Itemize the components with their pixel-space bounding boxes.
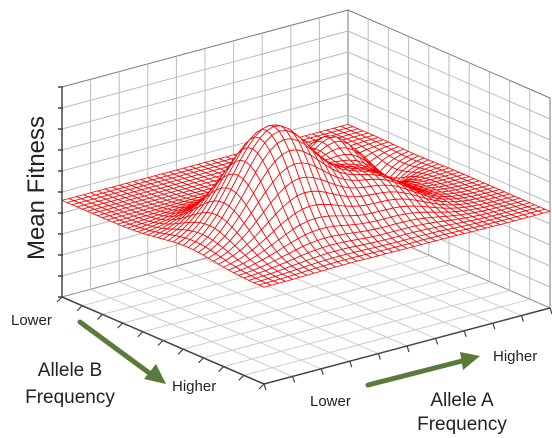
allele-a-title-line1: Allele A bbox=[430, 390, 494, 411]
floor-gridline bbox=[142, 255, 429, 333]
allele-b-axis-tick bbox=[56, 296, 63, 303]
right-wall-gridline bbox=[347, 30, 551, 120]
z-axis-title: Mean Fitness bbox=[23, 116, 50, 260]
left-wall-gridline bbox=[61, 30, 349, 109]
allele-a-axis-tick bbox=[349, 361, 353, 368]
right-wall-gridline bbox=[347, 72, 551, 162]
allele-a-axis-tick bbox=[292, 376, 296, 383]
allele-a-axis-tick bbox=[435, 338, 439, 345]
allele-a-axis-tick bbox=[320, 368, 324, 375]
allele-a-high-label: Higher bbox=[493, 348, 537, 365]
allele-b-axis-tick bbox=[197, 357, 204, 364]
fitness-surface bbox=[61, 124, 551, 288]
allele-b-axis-tick bbox=[96, 313, 103, 320]
allele-b-axis-tick bbox=[218, 366, 225, 373]
allele-a-arrow-icon bbox=[365, 352, 480, 388]
left-wall-gridline bbox=[61, 114, 349, 193]
allele-b-axis-tick bbox=[76, 305, 83, 312]
right-wall-gridline bbox=[347, 51, 551, 141]
allele-b-high-label: Higher bbox=[172, 378, 216, 395]
allele-b-low-label: Lower bbox=[11, 312, 52, 329]
right-wall-gridline bbox=[347, 114, 551, 204]
allele-b-axis-tick bbox=[177, 348, 184, 355]
right-wall-gridline bbox=[347, 93, 551, 183]
axis-frame bbox=[56, 86, 552, 391]
allele-a-axis-tick bbox=[263, 383, 267, 391]
left-wall-gridline bbox=[61, 51, 349, 130]
allele-b-title-line2: Frequency bbox=[25, 387, 115, 408]
allele-b-arrow-icon bbox=[77, 319, 166, 384]
allele-b-axis-tick bbox=[258, 383, 265, 390]
floor-gridline bbox=[162, 264, 450, 341]
left-wall-gridline bbox=[61, 72, 349, 151]
allele-a-axis-tick bbox=[520, 315, 524, 322]
allele-b-title-line1: Allele B bbox=[38, 360, 102, 381]
allele-b-axis-tick bbox=[238, 374, 245, 381]
allele-a-axis-tick bbox=[377, 353, 381, 360]
allele-a-title-line2: Frequency bbox=[417, 414, 507, 435]
surface-cell bbox=[258, 282, 272, 288]
allele-a-axis-tick bbox=[492, 323, 496, 330]
left-wall-gridline bbox=[61, 93, 349, 172]
allele-a-axis-tick bbox=[463, 330, 467, 337]
allele-a-axis-tick bbox=[406, 345, 410, 353]
allele-b-axis-tick bbox=[137, 331, 144, 338]
allele-b-axis-tick bbox=[117, 322, 124, 329]
allele-b-axis-tick bbox=[157, 340, 164, 346]
allele-a-low-label: Lower bbox=[310, 393, 351, 410]
